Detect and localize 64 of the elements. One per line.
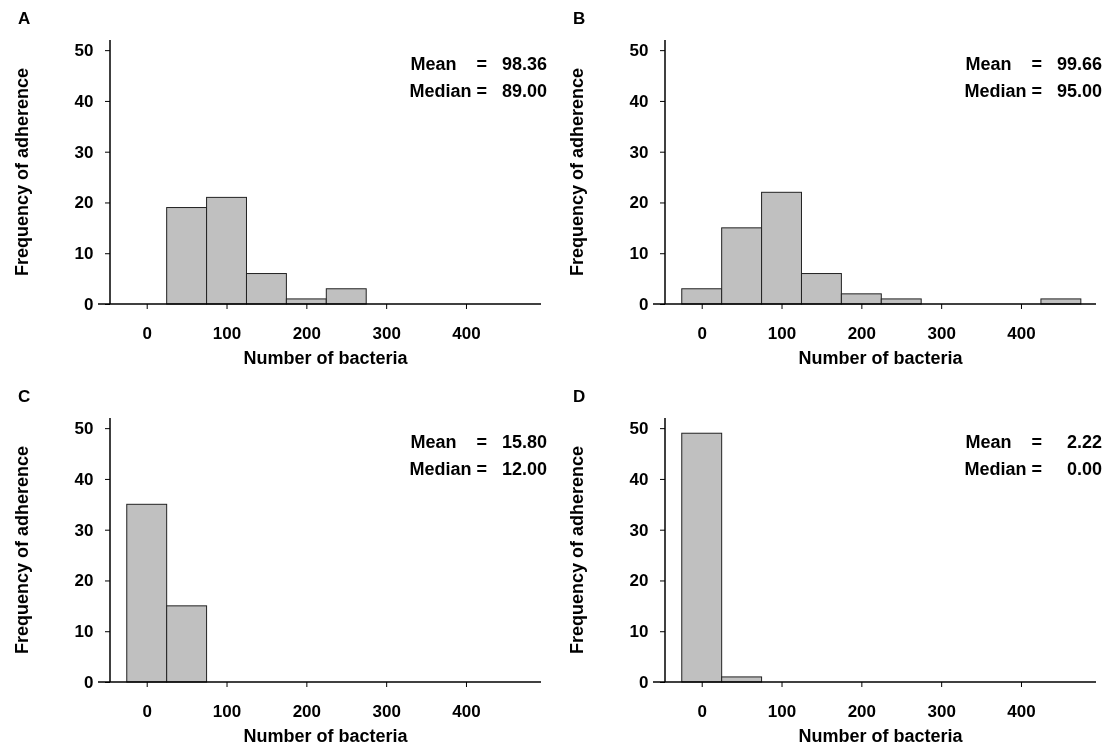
y-axis-title: Frequency of adherence [12, 445, 32, 655]
chart-title: D [573, 387, 586, 406]
annotation: Mean = 2.22 [965, 432, 1102, 452]
x-tick-label: 300 [372, 702, 401, 722]
x-tick-label: 100 [767, 324, 797, 344]
annotation: Mean = 15.80 [410, 432, 547, 452]
x-tick-label: 300 [927, 702, 956, 722]
y-tick-label: 0 [639, 672, 649, 692]
y-tick-label: 10 [74, 622, 94, 642]
y-tick-label: 20 [629, 571, 649, 591]
y-axis-title: Frequency of adherence [12, 67, 32, 277]
x-tick-label: 300 [927, 324, 956, 344]
y-axis-title: Frequency of adherence [567, 445, 587, 655]
y-tick-label: 40 [629, 469, 649, 489]
x-tick-label: 200 [847, 702, 877, 722]
y-tick-label: 30 [74, 142, 94, 162]
chart-title: A [18, 9, 31, 28]
y-tick-label: 50 [74, 419, 94, 439]
chart-title: C [18, 387, 31, 406]
x-tick-label: 0 [142, 324, 152, 344]
x-tick-label: 0 [697, 702, 707, 722]
y-axis-title: Frequency of adherence [567, 67, 587, 277]
y-tick-label: 40 [74, 469, 94, 489]
annotation: Median = 95.00 [964, 81, 1102, 101]
annotation: Mean = 99.66 [965, 54, 1102, 74]
x-tick-label: 400 [1007, 324, 1036, 344]
y-tick-label: 10 [74, 244, 94, 264]
y-tick-label: 40 [629, 91, 649, 111]
y-tick-label: 20 [74, 571, 94, 591]
x-axis-title: Number of bacteria [243, 348, 409, 368]
annotation: Mean = 98.36 [410, 54, 547, 74]
y-tick-label: 20 [629, 193, 649, 213]
y-tick-label: 40 [74, 91, 94, 111]
x-tick-label: 100 [212, 324, 242, 344]
chart-title: B [573, 9, 586, 28]
y-tick-label: 0 [639, 294, 649, 314]
y-tick-label: 50 [629, 41, 649, 61]
y-tick-label: 0 [84, 294, 94, 314]
x-axis-title: Number of bacteria [243, 726, 409, 746]
x-tick-label: 200 [292, 324, 322, 344]
x-tick-label: 300 [372, 324, 401, 344]
y-tick-label: 0 [84, 672, 94, 692]
annotation: Median = 0.00 [964, 459, 1102, 479]
y-tick-label: 30 [629, 142, 649, 162]
x-axis-title: Number of bacteria [798, 726, 964, 746]
y-tick-label: 50 [629, 419, 649, 439]
y-tick-label: 10 [629, 622, 649, 642]
x-tick-label: 100 [212, 702, 242, 722]
annotation: Median = 89.00 [409, 81, 547, 101]
x-tick-label: 0 [142, 702, 152, 722]
x-tick-label: 400 [1007, 702, 1036, 722]
x-tick-label: 400 [452, 702, 481, 722]
y-tick-label: 50 [74, 41, 94, 61]
y-tick-label: 30 [629, 520, 649, 540]
x-tick-label: 100 [767, 702, 797, 722]
x-axis-title: Number of bacteria [798, 348, 964, 368]
x-tick-label: 200 [292, 702, 322, 722]
y-tick-label: 20 [74, 193, 94, 213]
y-tick-label: 30 [74, 520, 94, 540]
annotation: Median = 12.00 [409, 459, 547, 479]
x-tick-label: 400 [452, 324, 481, 344]
y-tick-label: 10 [629, 244, 649, 264]
x-tick-label: 0 [697, 324, 707, 344]
x-tick-label: 200 [847, 324, 877, 344]
